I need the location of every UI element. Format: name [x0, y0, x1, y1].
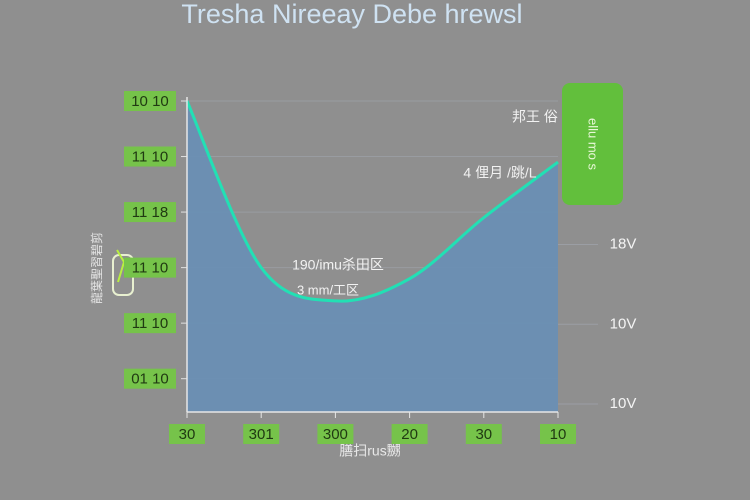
y-tick-label: 10 10: [131, 93, 169, 110]
annotation: 3 mm/工区: [297, 282, 359, 297]
legend-box: [562, 83, 623, 205]
y-tick-label: 11 10: [132, 149, 168, 166]
annotation: 190/imu杀田区: [292, 257, 384, 273]
x-tick-label: 301: [249, 426, 274, 443]
y-tick-box: [124, 257, 176, 278]
y2-tick-label: 18V: [610, 236, 637, 253]
x-axis-label: 膳扫rus嬲: [339, 443, 400, 459]
legend-label: ellu mo s: [586, 118, 601, 171]
y2-tick-label: 10V: [610, 395, 637, 412]
y-tick-label: 11 10: [132, 315, 168, 332]
x-tick-label: 20: [401, 426, 418, 443]
x-tick-box: [317, 424, 354, 444]
y-tick-label: 11 10: [132, 260, 168, 277]
y-tick-label: 01 10: [131, 371, 169, 388]
chart-title: Tresha Nireeay Debe hrewsl: [181, 0, 522, 29]
y-tick-box: [124, 202, 176, 223]
y-axis-label: 龍葉聖習碧剪: [89, 232, 104, 304]
x-tick-box: [391, 424, 428, 444]
x-tick-box: [540, 424, 576, 444]
x-tick-label: 30: [475, 426, 492, 443]
x-tick-box: [169, 424, 205, 444]
area: [187, 101, 558, 412]
x-tick-box: [465, 424, 502, 444]
x-tick-label: 300: [323, 426, 348, 443]
y-tick-box: [124, 313, 176, 334]
x-tick-label: 30: [179, 426, 196, 443]
annotation: 4 俚月 /跳/L: [463, 165, 536, 181]
y-tick-box: [124, 91, 176, 111]
y2-tick-label: 10V: [610, 315, 637, 332]
y-tick-label: 11 18: [132, 204, 168, 221]
line: [185, 100, 559, 303]
y-tick-box: [124, 368, 176, 389]
x-tick-box: [243, 424, 280, 444]
x-tick-label: 10: [550, 426, 567, 443]
y-tick-box: [124, 146, 176, 167]
annotation: 邦王 俗: [512, 109, 558, 125]
